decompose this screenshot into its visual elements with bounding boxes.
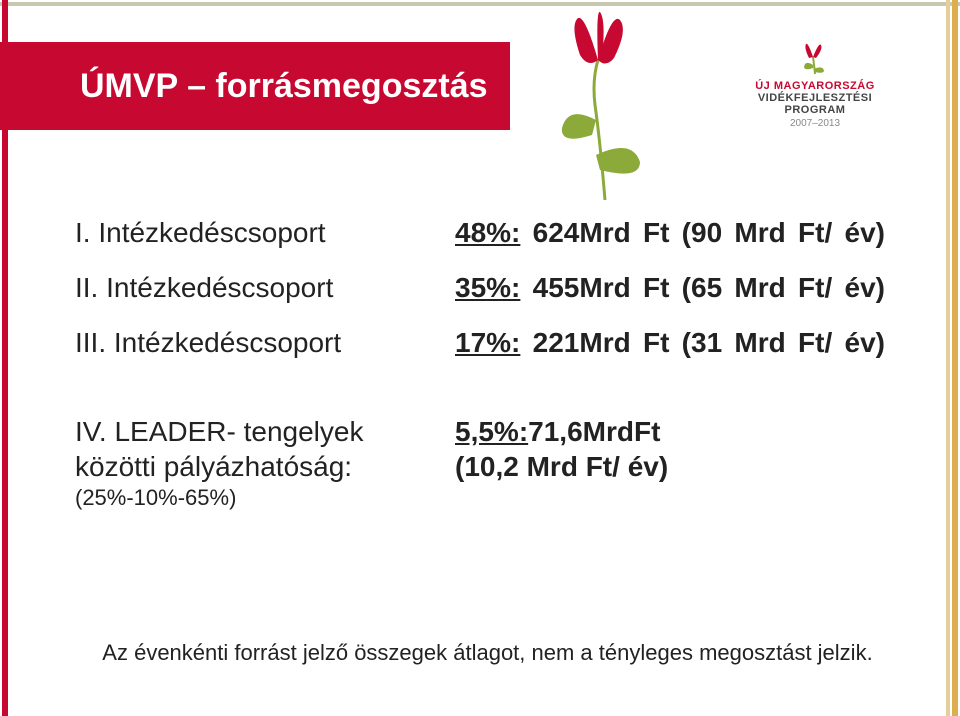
- table-row: II. Intézkedéscsoport 35%: 455Mrd Ft (65…: [75, 270, 885, 305]
- slide-title: ÚMVP – forrásmegosztás: [80, 67, 488, 106]
- row2-right: 35%: 455Mrd Ft (65 Mrd Ft/ év): [455, 270, 885, 305]
- row1-left: I. Intézkedéscsoport: [75, 215, 435, 250]
- program-logo: ÚJ MAGYARORSZÁG VIDÉKFEJLESZTÉSI PROGRAM…: [730, 40, 900, 129]
- logo-text-year: 2007–2013: [730, 118, 900, 129]
- table-row: III. Intézkedéscsoport 17%: 221Mrd Ft (3…: [75, 325, 885, 360]
- content-table: I. Intézkedéscsoport 48%: 624Mrd Ft (90 …: [75, 215, 885, 532]
- row4-right: 5,5%:71,6MrdFt: [455, 414, 885, 449]
- table-row: IV. LEADER- tengelyek közötti pályázható…: [75, 414, 885, 512]
- table-row: I. Intézkedéscsoport 48%: 624Mrd Ft (90 …: [75, 215, 885, 250]
- tulip-logo-icon: [796, 40, 834, 78]
- row3-right: 17%: 221Mrd Ft (31 Mrd Ft/ év): [455, 325, 885, 360]
- tulip-decoration: [540, 10, 670, 200]
- row4-left-line2: (25%-10%-65%): [75, 484, 435, 512]
- row1-right: 48%: 624Mrd Ft (90 Mrd Ft/ év): [455, 215, 885, 250]
- footer-note: Az évenkénti forrást jelző összegek átla…: [75, 640, 900, 666]
- row2-left: II. Intézkedéscsoport: [75, 270, 435, 305]
- title-bar: ÚMVP – forrásmegosztás: [0, 42, 510, 130]
- logo-text-main: VIDÉKFEJLESZTÉSI PROGRAM: [730, 92, 900, 116]
- row4-right-line2: (10,2 Mrd Ft/ év): [455, 449, 885, 484]
- logo-text-top: ÚJ MAGYARORSZÁG: [730, 80, 900, 92]
- row3-left: III. Intézkedéscsoport: [75, 325, 435, 360]
- row4-left-line1: IV. LEADER- tengelyek közötti pályázható…: [75, 414, 435, 484]
